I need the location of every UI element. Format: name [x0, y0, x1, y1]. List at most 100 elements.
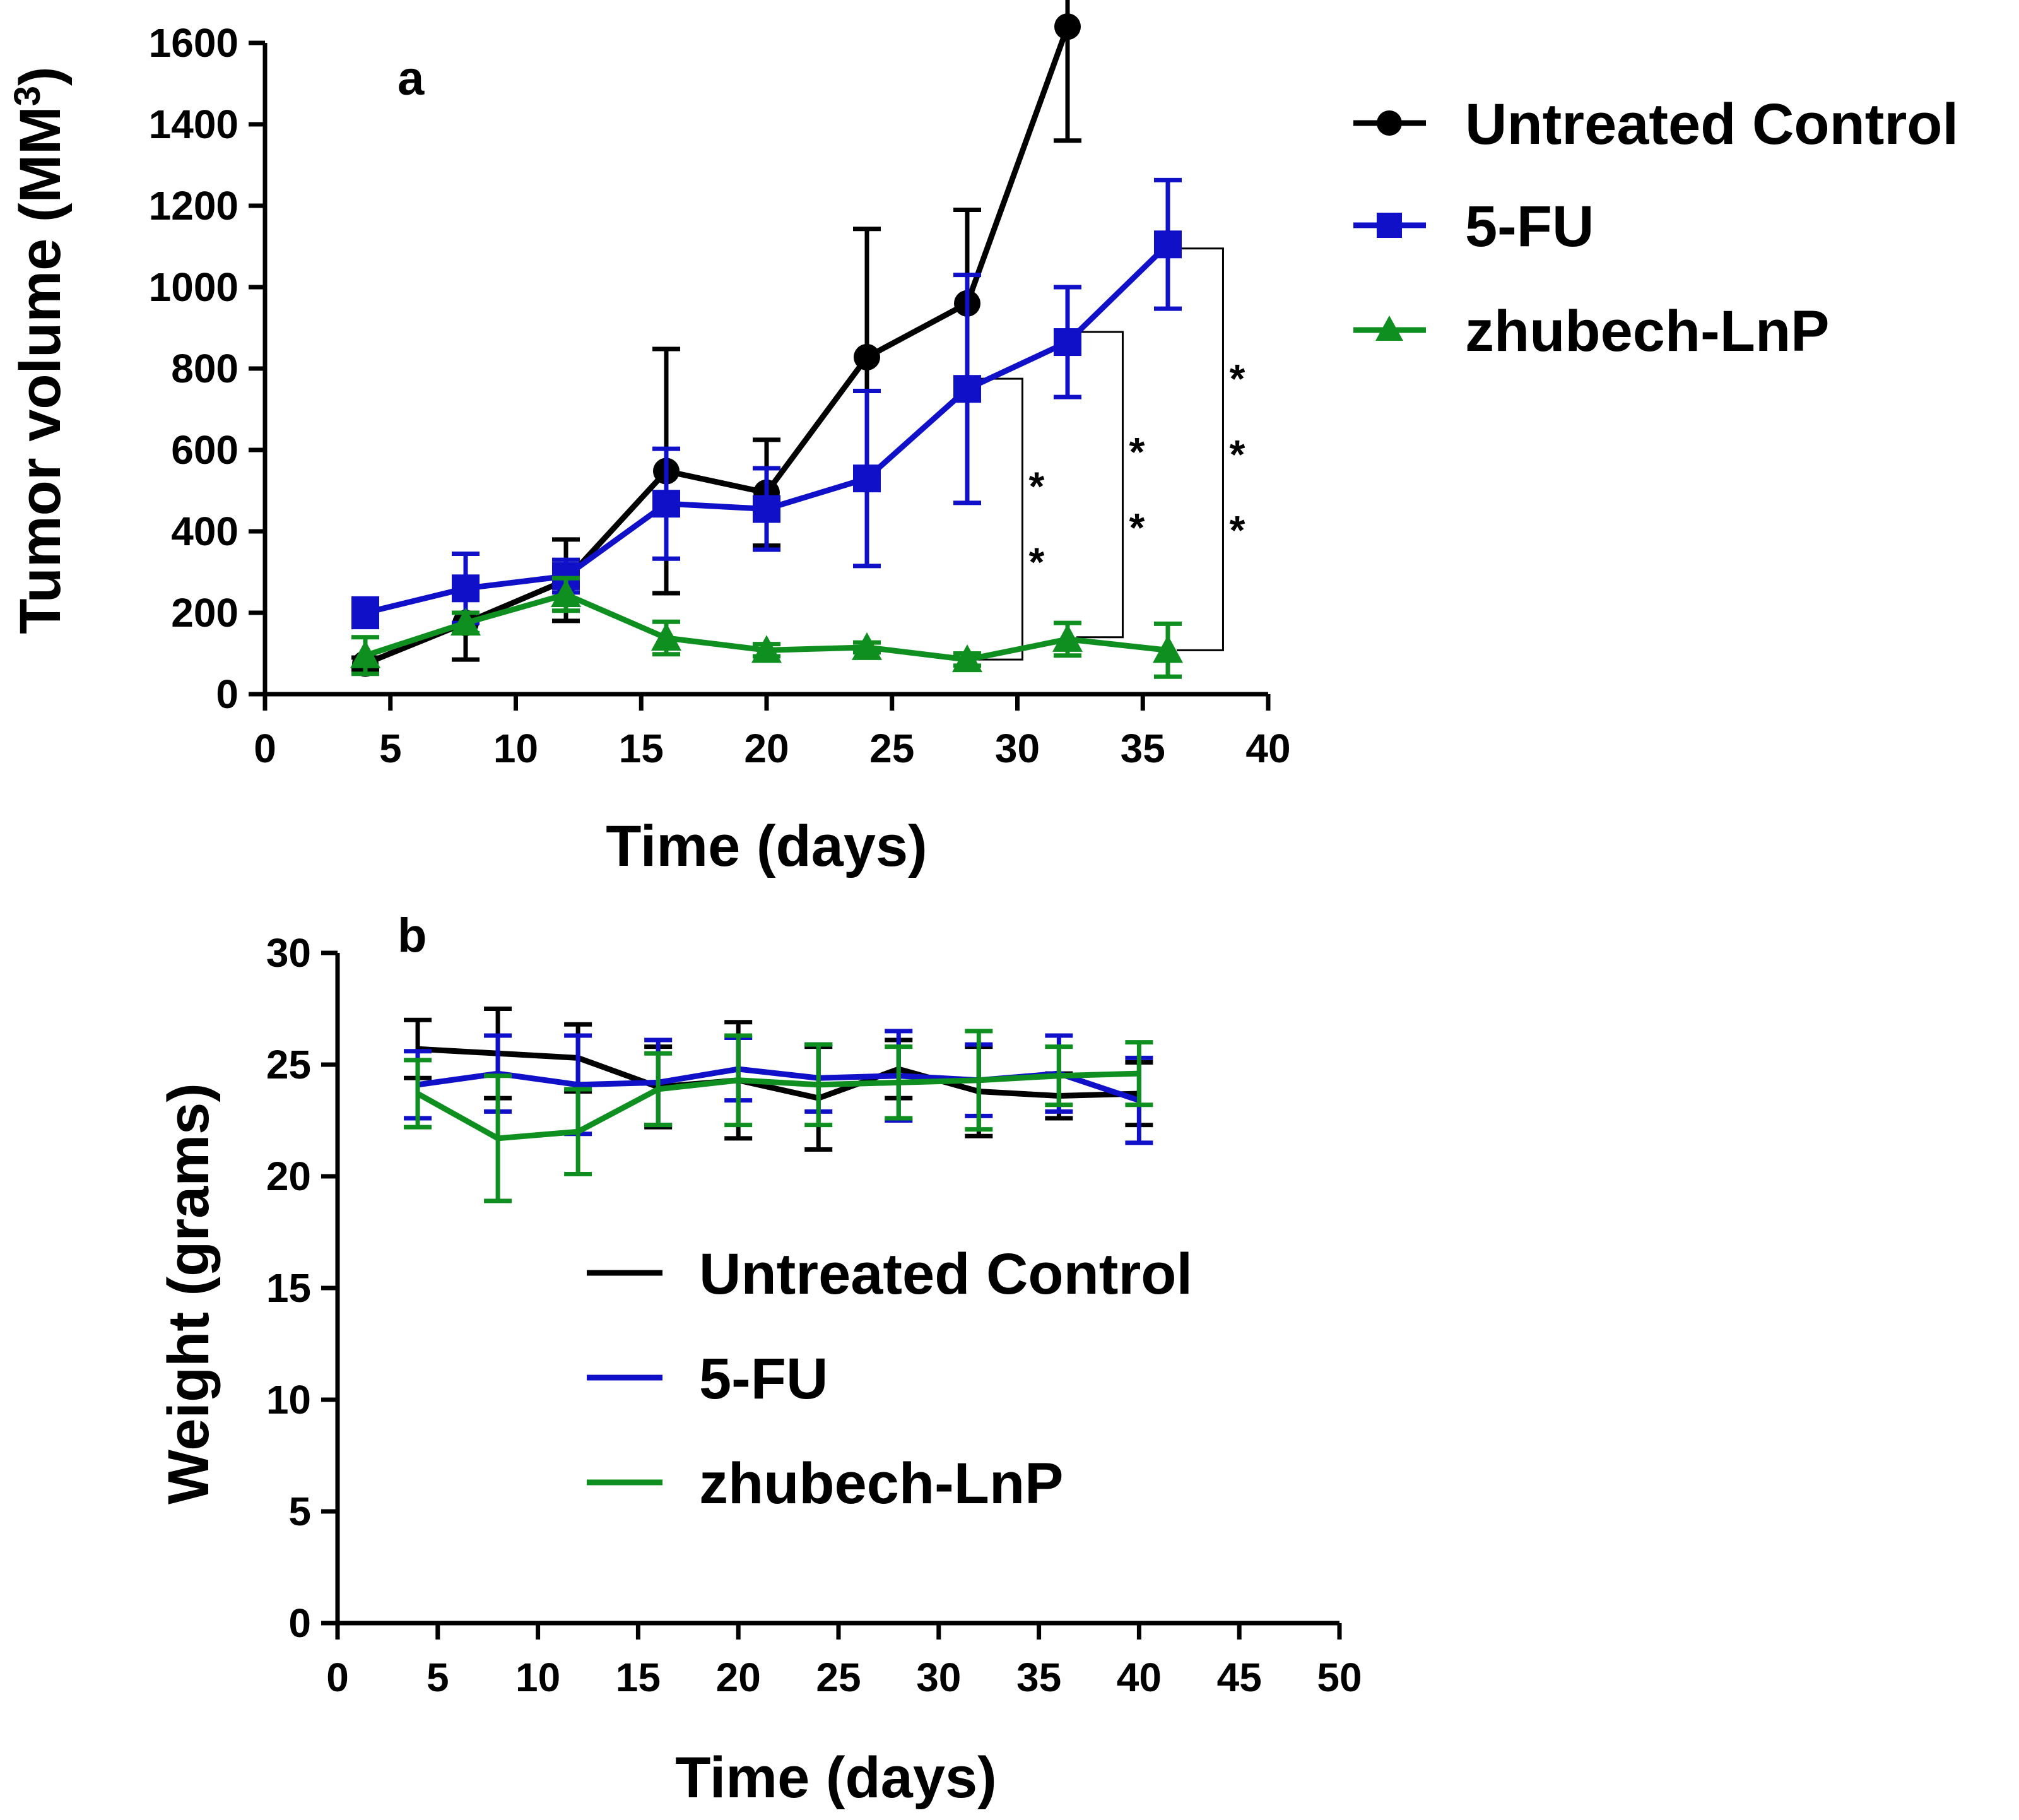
legend-a-lnp-label: zhubech-LnP [1465, 299, 1830, 363]
data-point [551, 579, 581, 607]
data-point [852, 632, 882, 660]
panel-a-y-tick-label: 1200 [149, 183, 238, 228]
panel-a-y-tick-label: 200 [171, 590, 238, 635]
legend-a-fu: 5-FU [1353, 194, 1594, 259]
panel-b-x-axis-label: Time (days) [675, 1746, 997, 1810]
data-point [1054, 13, 1081, 40]
legend-b-untreated: Untreated Control [587, 1242, 1192, 1306]
panel-a-x-tick-label: 35 [1121, 726, 1165, 771]
panel-b-y-tick-label: 20 [266, 1154, 311, 1199]
panel-a-x-axis-label: Time (days) [606, 814, 927, 878]
panel-a-x-tick-label: 30 [995, 726, 1040, 771]
legend-a-lnp: zhubech-LnP [1353, 299, 1830, 363]
data-point [952, 644, 982, 673]
legend-a-lnp-marker [1375, 316, 1403, 341]
panel-a-significance: * * * * * * * [976, 247, 1245, 661]
legend-a-fu-marker [1377, 213, 1402, 238]
significance-star: * [1229, 507, 1245, 553]
panel-a-x-tick-label: 25 [869, 726, 914, 771]
legend-b-fu-label: 5-FU [699, 1347, 828, 1411]
data-point [751, 635, 782, 663]
data-point [1153, 635, 1183, 663]
legend-a-untreated-marker [1377, 110, 1402, 136]
panel-a-x-tick-label: 40 [1245, 726, 1290, 771]
panel-b-x-tick-label: 45 [1217, 1655, 1262, 1700]
series-line [364, 242, 1170, 616]
data-point [450, 608, 481, 636]
series-line [416, 1070, 1139, 1142]
panel-a-axes: 0 200 400 600 800 1000 1200 1400 1600 0 5 10 15 20 25 3… [149, 20, 1291, 771]
panel-b-x-tick-label: 0 [326, 1655, 349, 1700]
data-point [652, 490, 680, 518]
panel-b-x-tick-label: 40 [1117, 1655, 1162, 1700]
panel-b-legend: Untreated Control 5-FU zhubech-LnP [587, 1242, 1192, 1516]
panel-b-letter: b [397, 909, 427, 962]
data-point [853, 464, 881, 493]
panel-a-x-tick-label: 0 [254, 726, 276, 771]
panel-a-x-tick-label: 15 [619, 726, 664, 771]
panel-a-y-tick-label: 0 [216, 671, 238, 717]
series-a-fu [351, 177, 1182, 630]
data-point [753, 495, 780, 523]
series-line [364, 25, 1071, 666]
panel-b-x-tick-label: 20 [716, 1655, 761, 1700]
panel-b-x-tick-label: 25 [816, 1655, 861, 1700]
panel-b-y-tick-label: 10 [266, 1377, 311, 1422]
significance-star: * [1129, 429, 1145, 475]
data-point [452, 574, 480, 603]
panel-b-y-tick-label: 0 [288, 1600, 311, 1646]
panel-a-letter: a [397, 52, 425, 105]
series-line [417, 1046, 1139, 1101]
significance-bracket [976, 377, 1023, 661]
panel-b-x-tick-label: 30 [916, 1655, 961, 1700]
panel-a-y-tick-label: 1400 [149, 102, 238, 147]
panel-b-x-tick-label: 10 [515, 1655, 560, 1700]
panel-b-x-tick-label: 15 [616, 1655, 661, 1700]
significance-star: * [1229, 356, 1245, 401]
panel-a-y-tick-label: 800 [171, 346, 238, 391]
significance-star: * [1028, 540, 1044, 585]
panel-b-axes: 0 5 10 15 20 25 30 0 5 10 15 20 25 30 35 40 45 50 [266, 930, 1362, 1700]
panel-a-x-tick-label: 20 [744, 726, 789, 771]
panel-b: b 0 5 10 15 20 25 30 0 5 10 15 20 25 30 35 40 45 50 Time … [156, 909, 1362, 1810]
significance-star: * [1229, 432, 1245, 477]
significance-bracket [1177, 247, 1224, 651]
data-point [351, 599, 379, 627]
panel-b-y-tick-label: 15 [266, 1265, 311, 1311]
panel-a-y-axis-label: Tumor volume (MM3) [7, 66, 73, 634]
panel-b-y-tick-label: 30 [266, 930, 311, 976]
series-b-lnp [404, 1029, 1153, 1203]
panel-a-y-axis-label-main: Tumor volume (MM [8, 106, 73, 634]
panel-a-x-tick-label: 10 [493, 726, 538, 771]
significance-star: * [1028, 464, 1044, 509]
panel-a-y-tick-label: 600 [171, 427, 238, 473]
data-point [350, 640, 380, 668]
legend-a-fu-label: 5-FU [1465, 194, 1594, 259]
legend-a-untreated: Untreated Control [1353, 92, 1958, 157]
panel-b-x-tick-label: 5 [427, 1655, 449, 1700]
significance-bracket [1076, 331, 1124, 639]
panel-b-y-tick-label: 25 [266, 1042, 311, 1087]
data-point [953, 375, 981, 403]
panel-a-y-tick-label: 400 [171, 509, 238, 554]
panel-a-series [350, 0, 1183, 679]
data-point [651, 622, 681, 651]
data-point [854, 343, 880, 370]
series-a-lnp [350, 576, 1183, 679]
data-point [1054, 328, 1081, 357]
panel-a-legend: Untreated Control 5-FU zhubech-LnP [1353, 92, 1958, 363]
legend-b-untreated-label: Untreated Control [699, 1242, 1192, 1306]
data-point [1154, 230, 1182, 259]
panel-a-y-tick-label: 1000 [149, 264, 238, 310]
panel-b-y-axis-label: Weight (grams) [156, 1083, 221, 1504]
legend-b-lnp: zhubech-LnP [587, 1451, 1064, 1516]
panel-b-x-tick-label: 50 [1317, 1655, 1362, 1700]
panel-b-series [404, 1007, 1153, 1203]
legend-a-untreated-label: Untreated Control [1465, 92, 1958, 157]
panel-a-y-axis-label-sup: 3 [7, 86, 48, 106]
panel-a-x-tick-label: 5 [379, 726, 402, 771]
panel-a: a 0 200 400 600 800 1000 1200 1400 1600 0 5 10 15 20 2… [7, 0, 1958, 878]
panel-a-y-axis-label-close: ) [8, 66, 73, 86]
significance-star: * [1129, 505, 1145, 550]
